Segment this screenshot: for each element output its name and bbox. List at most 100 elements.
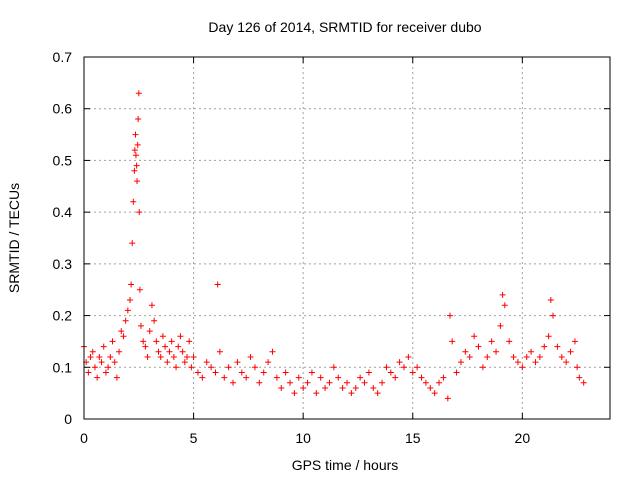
data-point (400, 364, 407, 371)
data-point (447, 312, 454, 319)
data-point (348, 390, 355, 397)
data-point (567, 348, 574, 355)
data-point (214, 281, 221, 288)
axis-ticks (83, 56, 610, 420)
data-point (550, 312, 557, 319)
data-point (175, 343, 182, 350)
data-point (124, 307, 131, 314)
data-point (132, 152, 139, 159)
y-tick-label: 0.2 (53, 308, 73, 324)
data-point (260, 369, 267, 376)
data-point (528, 348, 535, 355)
data-point (499, 291, 506, 298)
data-point (344, 379, 350, 386)
data-point (273, 374, 280, 381)
data-point (186, 338, 193, 345)
data-point (181, 359, 188, 366)
data-point (230, 379, 237, 386)
data-point (170, 353, 177, 360)
data-point (199, 374, 206, 381)
data-point (194, 369, 201, 376)
tick-labels: 0 5 10 15 20 0 0.1 0.2 0.3 0.4 0.5 0.6 0.7 (53, 49, 531, 446)
data-point (122, 317, 129, 324)
data-point (444, 395, 451, 402)
data-point (120, 333, 127, 340)
data-point (142, 343, 149, 350)
data-point (379, 379, 386, 386)
data-point (247, 353, 254, 360)
data-point (134, 178, 141, 185)
data-point (166, 348, 173, 355)
data-point (392, 374, 399, 381)
data-point (91, 364, 98, 371)
data-point (216, 348, 223, 355)
data-point (554, 343, 561, 350)
data-point (282, 369, 289, 376)
data-point (374, 390, 381, 397)
data-point (135, 116, 142, 123)
data-point (576, 374, 583, 381)
data-point (208, 364, 215, 371)
y-tick-label: 0.3 (53, 256, 73, 272)
x-tick-label: 15 (405, 430, 421, 446)
data-point (414, 364, 421, 371)
y-tick-label: 0.6 (53, 101, 73, 117)
data-point (96, 353, 103, 360)
data-point (135, 90, 142, 97)
data-point (173, 364, 180, 371)
data-point (87, 353, 94, 360)
data-point (136, 286, 143, 293)
x-tick-label: 5 (190, 430, 198, 446)
x-axis-label: GPS time / hours (292, 457, 399, 473)
data-point (128, 281, 135, 288)
data-point (457, 359, 464, 366)
data-point (127, 297, 134, 304)
data-point (352, 384, 359, 391)
data-point (102, 369, 109, 376)
data-point (157, 353, 164, 360)
data-point (571, 338, 578, 345)
data-point (541, 343, 548, 350)
y-axis-label: SRMTID / TECUs (6, 183, 22, 293)
data-point (536, 353, 543, 360)
data-point (111, 359, 118, 366)
data-point (221, 374, 228, 381)
data-point (545, 333, 552, 340)
data-point (357, 374, 364, 381)
grid-lines (84, 57, 610, 419)
data-point (203, 359, 210, 366)
data-point (133, 162, 140, 169)
y-tick-label: 0 (64, 411, 72, 427)
data-point (164, 359, 171, 366)
y-tick-label: 0.1 (53, 359, 73, 375)
data-point (580, 379, 587, 386)
data-point (131, 147, 138, 154)
data-point (514, 359, 521, 366)
data-point (339, 384, 346, 391)
data-point (506, 338, 513, 345)
data-point (370, 384, 377, 391)
data-point (475, 343, 482, 350)
data-point (304, 379, 311, 386)
data-point (365, 369, 372, 376)
data-point (109, 338, 116, 345)
data-point (300, 384, 307, 391)
data-point (278, 384, 285, 391)
data-point (322, 384, 329, 391)
data-point (418, 374, 425, 381)
data-point (317, 374, 324, 381)
data-point (159, 333, 166, 340)
data-point (113, 374, 120, 381)
data-point (134, 141, 141, 148)
data-point (409, 369, 416, 376)
data-point (168, 338, 175, 345)
data-point (493, 348, 500, 355)
data-point (177, 333, 184, 340)
y-tick-label: 0.7 (53, 49, 73, 65)
data-point (383, 364, 390, 371)
data-point (326, 379, 333, 386)
data-point (361, 379, 368, 386)
data-point (453, 369, 460, 376)
data-point (153, 338, 160, 345)
